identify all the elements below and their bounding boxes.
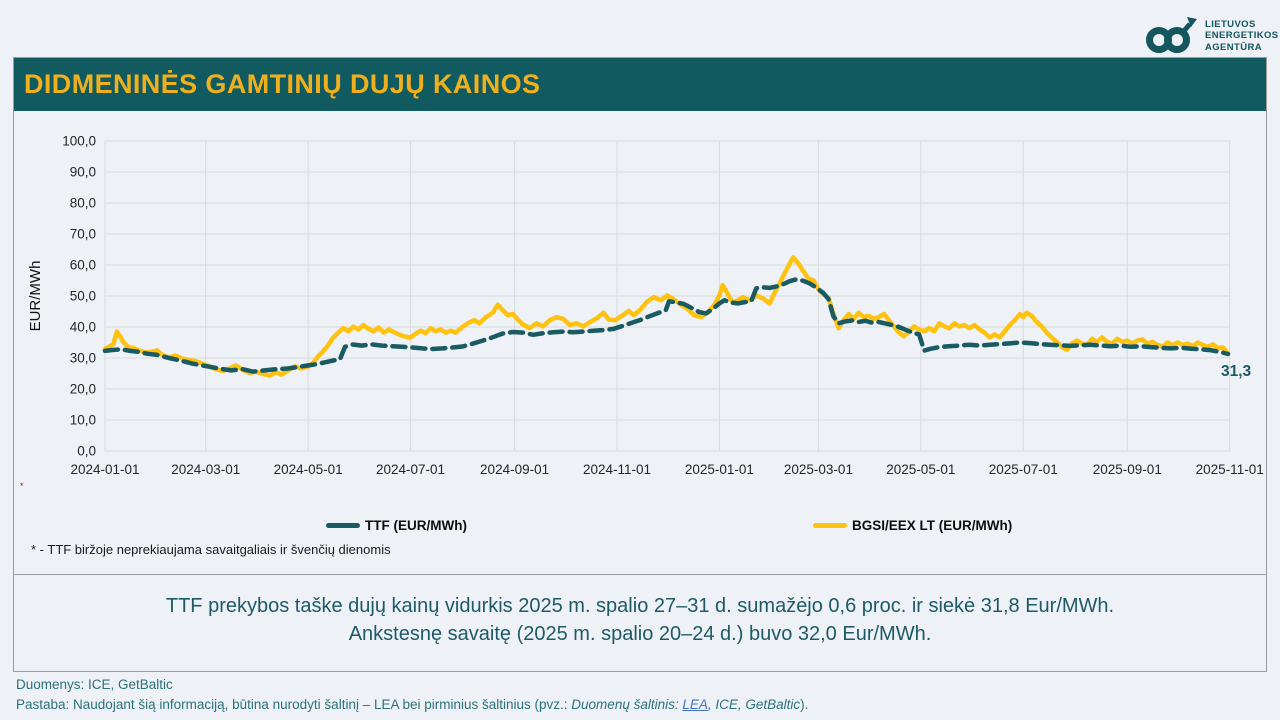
summary-line-2: Ankstesnę savaitę (2025 m. spalio 20–24 …	[348, 623, 932, 645]
logo-line-1: LIETUVOS	[1205, 18, 1256, 30]
legend-label: BGSI/EEX LT (EUR/MWh)	[852, 517, 1013, 533]
logo-line-2: ENERGETIKOS	[1205, 30, 1279, 42]
chart-footnote: * - TTF biržoje neprekiaujama savaitgali…	[31, 542, 391, 557]
legend-entry: TTF (EUR/MWh)	[326, 515, 467, 535]
source-note: Duomenys: ICE, GetBaltic Pastaba: Naudoj…	[16, 675, 808, 715]
summary-box: TTF prekybos taške dujų kainų vidurkis 2…	[14, 574, 1266, 671]
legend-line-swatch	[813, 522, 847, 528]
red-footnote-marker: *	[20, 481, 24, 491]
logo-line-3: AGENTŪRA	[1205, 41, 1263, 53]
source-line: Duomenys: ICE, GetBaltic	[16, 677, 173, 692]
legend-line-swatch	[326, 522, 360, 528]
content-frame: DIDMENINĖS GAMTINIŲ DUJŲ KAINOS TTF (EUR…	[13, 57, 1267, 672]
lea-link[interactable]: LEA	[682, 697, 708, 712]
page-title: DIDMENINĖS GAMTINIŲ DUJŲ KAINOS	[24, 69, 541, 99]
lea-logo-text: LIETUVOS ENERGETIKOS AGENTŪRA	[1205, 19, 1279, 54]
lea-logo-icon	[1146, 17, 1197, 53]
legend-label: TTF (EUR/MWh)	[365, 517, 467, 533]
title-bar: DIDMENINĖS GAMTINIŲ DUJŲ KAINOS	[14, 58, 1266, 111]
note-italic-prefix: Duomenų šaltinis:	[571, 697, 683, 712]
legend-entry: BGSI/EEX LT (EUR/MWh)	[813, 515, 1012, 535]
note-italic-suffix: , ICE, GetBaltic	[707, 697, 801, 712]
lea-logo: LIETUVOS ENERGETIKOS AGENTŪRA	[1146, 16, 1279, 56]
summary-line-1: TTF prekybos taške dujų kainų vidurkis 2…	[165, 595, 1115, 617]
note-line: Pastaba: Naudojant šią informaciją, būti…	[16, 695, 808, 715]
note-suffix: ).	[800, 697, 809, 712]
note-prefix: Pastaba: Naudojant šią informaciją, būti…	[16, 697, 572, 712]
